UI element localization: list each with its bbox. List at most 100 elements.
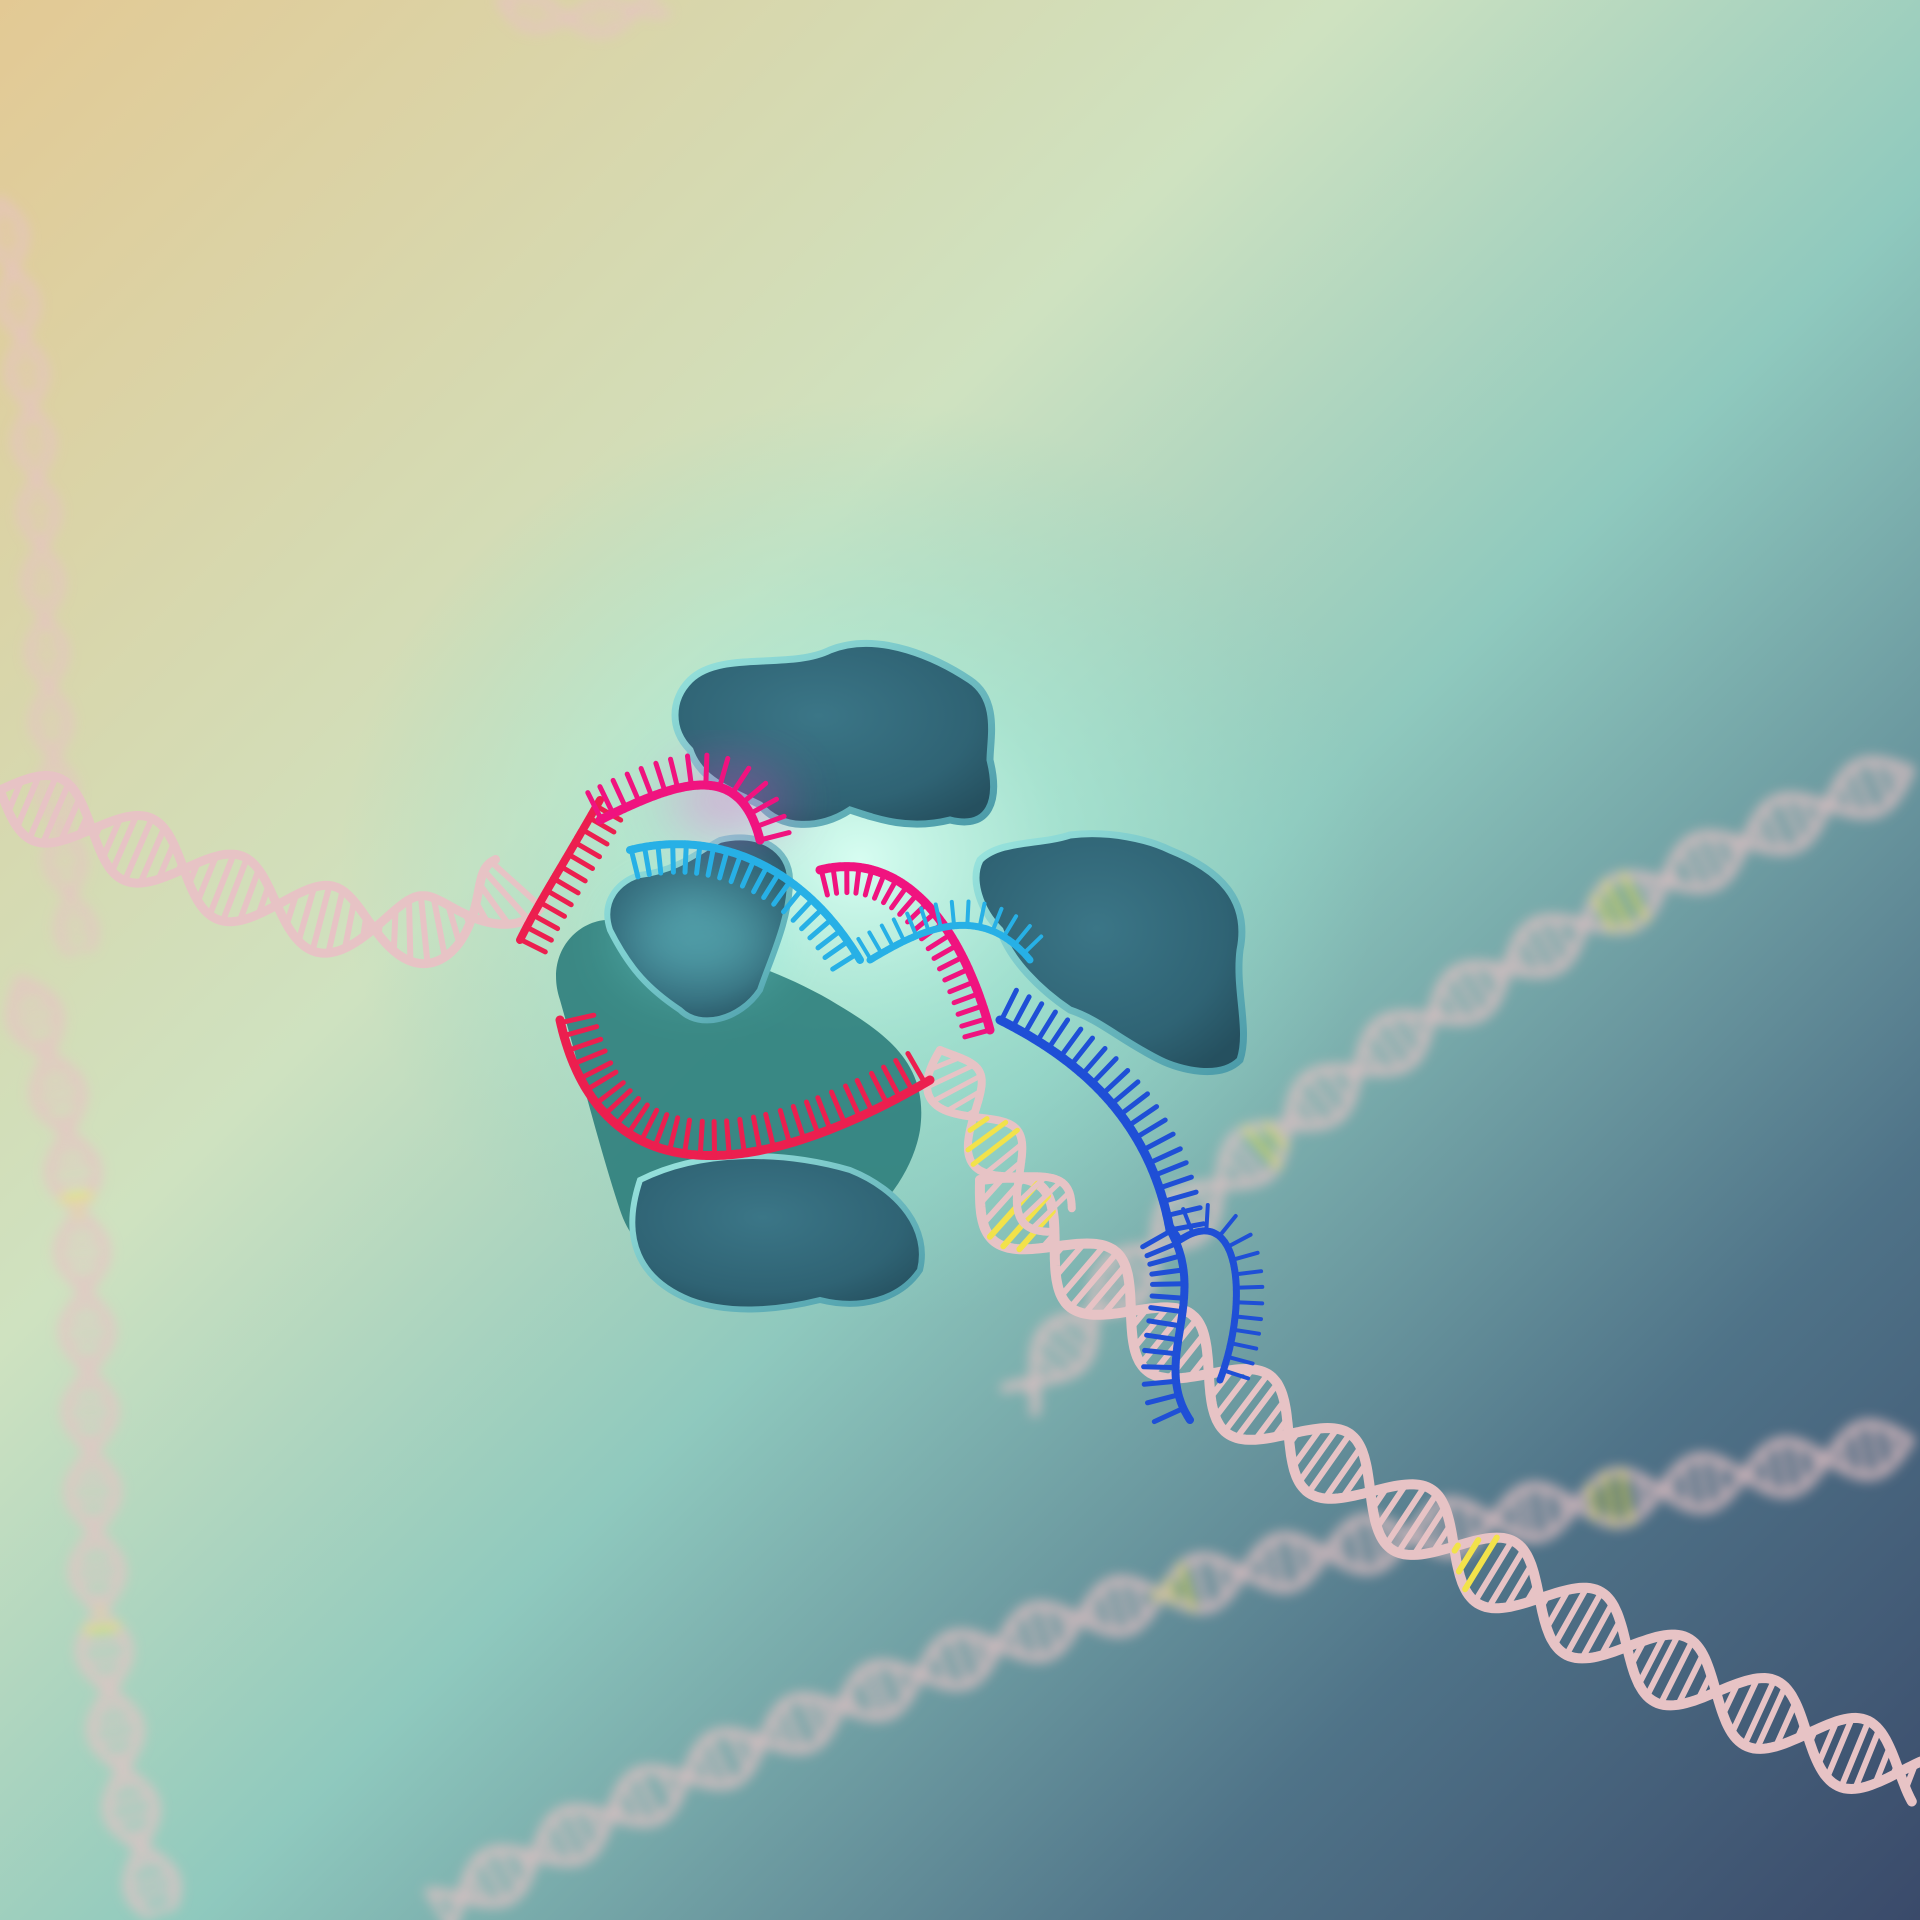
base-pair-rung xyxy=(1462,1534,1500,1593)
base-pair-rung xyxy=(12,1013,63,1036)
base-pair-rung xyxy=(67,1304,105,1314)
base-pair-rung xyxy=(589,1,597,36)
base-pair-rung xyxy=(633,1768,664,1823)
base-pair-rung xyxy=(602,1810,613,1823)
base-pair-rung xyxy=(70,1559,124,1570)
rna-base xyxy=(666,1115,681,1154)
base-pair-rung xyxy=(124,1870,177,1891)
base-pair-rung xyxy=(1551,1584,1590,1648)
base-pair-rung xyxy=(1510,1491,1525,1540)
base-pair-rung xyxy=(1100,1280,1133,1318)
base-pair-rung xyxy=(74,1432,108,1441)
base-pair-rung xyxy=(1177,1562,1196,1612)
base-pair-rung xyxy=(30,1077,83,1096)
base-pair-rung xyxy=(1634,1473,1648,1514)
rna-base xyxy=(517,936,548,955)
base-pair-rung xyxy=(532,1849,542,1861)
base-pair-rung xyxy=(52,817,68,824)
rna-base xyxy=(739,858,757,889)
base-pair-rung xyxy=(1099,1583,1120,1636)
base-pair-rung xyxy=(28,531,53,538)
base-pair-rung xyxy=(155,840,177,883)
base-pair-rung xyxy=(1031,1348,1068,1380)
rna-base xyxy=(955,1003,986,1017)
base-pair-rung xyxy=(67,1495,120,1505)
base-pair-rung xyxy=(7,998,58,1023)
base-pair-rung xyxy=(964,1630,986,1678)
base-pair-rung xyxy=(1689,834,1720,889)
base-pair-rung xyxy=(107,1808,159,1826)
base-pair-rung xyxy=(1824,1715,1856,1781)
base-pair-rung xyxy=(770,1712,793,1753)
base-pair-rung xyxy=(28,659,66,666)
base-pair-rung xyxy=(1720,1680,1741,1718)
base-pair-rung xyxy=(1287,1533,1306,1586)
base-pair-rung xyxy=(14,387,44,395)
rna-base xyxy=(1068,1035,1095,1068)
base-pair-rung xyxy=(1617,1468,1634,1525)
rna-base xyxy=(856,937,873,962)
base-pair-rung xyxy=(1305,1430,1353,1496)
rna-base xyxy=(843,1083,862,1120)
rna-base xyxy=(638,1107,660,1144)
rna-base xyxy=(1141,1378,1179,1387)
base-pair-rung xyxy=(72,1465,112,1474)
rna-base xyxy=(740,780,769,806)
base-pair-rung xyxy=(930,1073,984,1104)
base-pair-rung xyxy=(342,898,358,952)
base-pair-rung xyxy=(13,435,54,444)
rna-base xyxy=(1010,994,1032,1030)
base-pair-rung xyxy=(0,243,26,253)
rna-base xyxy=(1001,914,1019,939)
base-pair-rung xyxy=(927,1055,963,1072)
base-pair-rung xyxy=(1334,1532,1348,1568)
base-pair-rung xyxy=(1619,1639,1629,1652)
base-pair-rung xyxy=(75,812,91,838)
base-pair-rung xyxy=(1752,817,1772,853)
base-pair-rung xyxy=(759,1735,769,1746)
base-pair-rung xyxy=(1791,1438,1808,1490)
base-pair-rung xyxy=(1323,1547,1332,1558)
base-pair-rung xyxy=(9,986,45,1006)
rna-base xyxy=(1146,1146,1183,1166)
base-pair-rung xyxy=(650,0,663,17)
base-pair-rung xyxy=(1067,1249,1120,1311)
rna-base xyxy=(524,924,554,943)
rna-base xyxy=(751,1114,763,1153)
rna-base xyxy=(1225,1232,1253,1249)
rna-base xyxy=(1147,1253,1184,1267)
base-pair-rung xyxy=(1503,964,1512,973)
rna-base xyxy=(1164,1215,1183,1242)
rna-base xyxy=(1058,1026,1084,1060)
base-pair-rung xyxy=(1714,1687,1724,1700)
base-pair-rung xyxy=(55,1239,109,1251)
base-pair-rung xyxy=(1815,1718,1840,1768)
base-pair-rung xyxy=(136,1844,146,1853)
base-pair-rung xyxy=(1286,1429,1301,1447)
base-pair-rung xyxy=(1015,1173,1029,1186)
rna-base xyxy=(703,752,710,788)
base-pair-rung xyxy=(66,1479,119,1488)
rna-base xyxy=(587,815,617,835)
base-pair-rung xyxy=(1018,1179,1064,1222)
rna-base xyxy=(919,906,931,934)
base-pair-rung xyxy=(1794,794,1817,836)
rna-base xyxy=(624,771,642,805)
base-pair-rung xyxy=(742,1731,760,1761)
base-pair-rung xyxy=(27,1033,60,1049)
base-pair-rung xyxy=(1884,1424,1899,1465)
base-pair-rung xyxy=(621,1778,649,1826)
base-pair-rung xyxy=(22,577,64,585)
base-pair-rung xyxy=(27,483,47,490)
base-pair-rung xyxy=(1570,917,1585,938)
base-pair-rung xyxy=(1838,774,1861,818)
base-pair-rung xyxy=(1048,1319,1093,1359)
base-pair-rung xyxy=(38,738,67,745)
rna-base xyxy=(951,991,981,1006)
base-pair-rung xyxy=(1340,1065,1359,1087)
base-pair-rung xyxy=(964,1107,978,1119)
base-pair-rung xyxy=(0,307,39,318)
base-pair-rung xyxy=(1636,872,1659,908)
rna-base xyxy=(889,884,910,911)
rna-base xyxy=(1140,1228,1174,1250)
